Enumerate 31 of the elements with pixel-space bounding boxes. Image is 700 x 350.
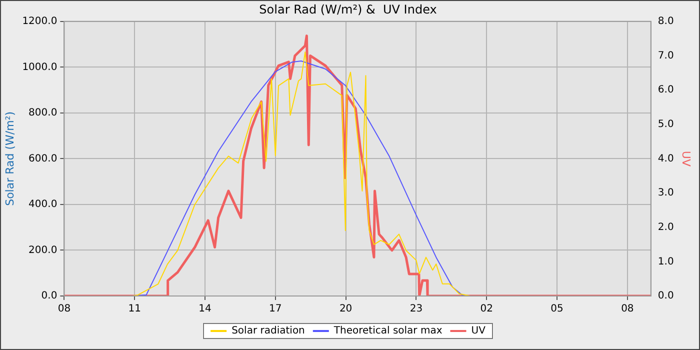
y-axis-title: Solar Rad (W/m²) <box>3 111 16 206</box>
x-tick-label: 23 <box>410 304 423 315</box>
x-tick-label: 17 <box>269 304 282 315</box>
legend-label: UV <box>471 326 486 337</box>
y2-tick-label: 5.0 <box>658 118 674 130</box>
legend-label: Solar radiation <box>232 326 305 337</box>
x-tick-label: 05 <box>550 304 564 315</box>
y-tick-label: 1000.0 <box>22 62 58 73</box>
y-tick-label: 200.0 <box>28 244 58 256</box>
y2-axis-title: UV <box>680 150 693 167</box>
y2-tick-label: 0.0 <box>658 290 674 302</box>
y2-tick-label: 7.0 <box>658 50 674 62</box>
y2-tick-label: 1.0 <box>658 256 674 268</box>
chart-title: Solar Rad (W/m²) & UV Index <box>259 2 437 16</box>
y2-tick-label: 2.0 <box>658 222 674 233</box>
x-tick-label: 08 <box>621 304 634 315</box>
x-tick-label: 11 <box>128 304 141 315</box>
y-tick-label: 1200.0 <box>22 16 58 27</box>
y2-tick-label: 4.0 <box>658 153 674 164</box>
y-tick-label: 0.0 <box>41 290 58 302</box>
y2-tick-label: 8.0 <box>658 16 674 27</box>
y-tick-label: 800.0 <box>28 108 58 119</box>
x-tick-label: 08 <box>58 304 71 315</box>
y-tick-label: 400.0 <box>28 199 58 210</box>
y2-tick-label: 6.0 <box>658 84 674 96</box>
x-tick-label: 20 <box>339 304 352 315</box>
y-tick-label: 600.0 <box>28 153 58 164</box>
legend-label: Theoretical solar max <box>332 326 442 337</box>
x-tick-label: 14 <box>198 304 212 315</box>
x-tick-label: 02 <box>480 304 493 315</box>
y2-tick-label: 3.0 <box>658 188 674 199</box>
